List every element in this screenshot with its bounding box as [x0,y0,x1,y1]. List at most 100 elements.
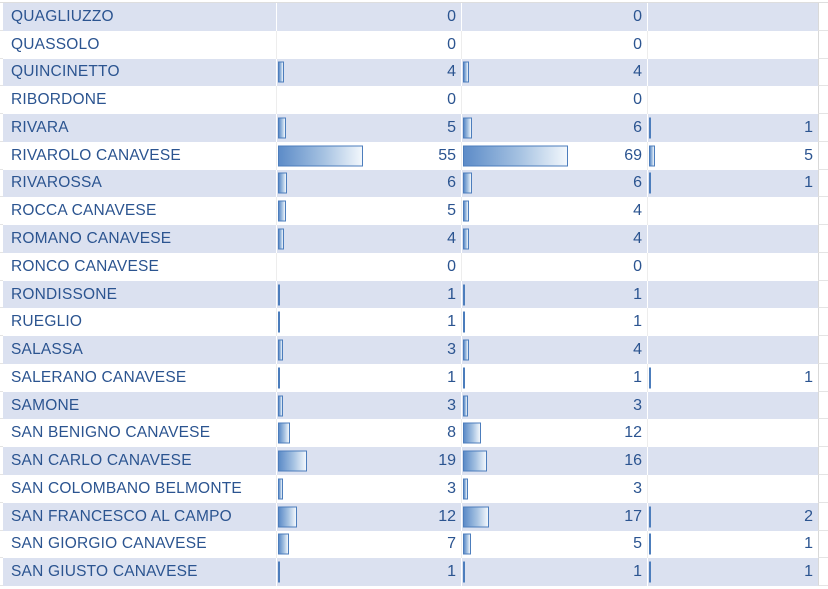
cell-col3[interactable] [648,59,818,87]
cell-value: 4 [633,63,642,81]
cell-municipality[interactable]: SAN GIUSTO CANAVESE [3,558,277,587]
cell-col3[interactable]: 5 [648,142,818,170]
cell-municipality[interactable]: QUASSOLO [3,30,277,59]
municipality-label: RIVAROLO CANAVESE [11,146,181,164]
cell-col3[interactable] [648,475,818,503]
cell-municipality[interactable]: QUAGLIUZZO [3,3,277,31]
cell-col2[interactable]: 0 [462,86,648,115]
cell-municipality[interactable]: SAN CARLO CANAVESE [3,447,277,476]
cell-municipality[interactable]: SAN COLOMBANO BELMONTE [3,475,277,503]
cell-col1[interactable]: 3 [277,391,462,420]
cell-municipality[interactable]: SAMONE [3,391,277,420]
cell-col1[interactable]: 5 [277,197,462,226]
cell-col1[interactable]: 5 [277,114,462,142]
cell-col3[interactable] [648,392,818,420]
cell-col2[interactable]: 6 [462,114,648,142]
cell-col1[interactable]: 1 [277,308,462,337]
cell-col1[interactable]: 0 [277,252,462,281]
cell-col1[interactable]: 0 [277,30,462,59]
cell-col2[interactable]: 3 [462,475,648,503]
cell-municipality[interactable]: RIVAROLO CANAVESE [3,141,277,170]
cell-col2[interactable]: 0 [462,252,648,281]
data-bar [463,561,465,583]
cell-col1[interactable]: 3 [277,475,462,503]
cell-col3[interactable]: 1 [648,170,818,198]
cell-col2[interactable]: 5 [462,530,648,559]
cell-col3[interactable] [648,86,818,114]
data-bar [463,61,469,83]
cell-municipality[interactable]: SALASSA [3,336,277,364]
table-row: QUAGLIUZZO 0 0 [0,3,828,31]
cell-municipality[interactable]: ROCCA CANAVESE [3,197,277,226]
cell-col2[interactable]: 1 [462,558,648,587]
grid-left-margin [0,558,3,587]
cell-col2[interactable]: 1 [462,280,648,309]
cell-col2[interactable]: 17 [462,502,648,531]
cell-col1[interactable]: 0 [277,3,462,31]
cell-col1[interactable]: 4 [277,58,462,87]
cell-col2[interactable]: 4 [462,197,648,226]
data-bar [649,506,651,528]
cell-col1[interactable]: 3 [277,336,462,364]
cell-col1[interactable]: 12 [277,502,462,531]
data-bar [278,339,283,361]
cell-col1[interactable]: 1 [277,558,462,587]
cell-col2[interactable]: 1 [462,363,648,392]
cell-col3[interactable]: 2 [648,503,818,531]
cell-col3[interactable] [648,419,818,447]
cell-col3[interactable] [648,336,818,364]
cell-municipality[interactable]: SALERANO CANAVESE [3,363,277,392]
cell-municipality[interactable]: RIVAROSSA [3,169,277,198]
cell-col3[interactable]: 1 [648,531,818,559]
cell-col2[interactable]: 4 [462,58,648,87]
cell-col3[interactable] [648,197,818,225]
municipality-label: SAN GIORGIO CANAVESE [11,535,207,553]
cell-municipality[interactable]: ROMANO CANAVESE [3,225,277,253]
data-bar [463,145,568,167]
cell-col2[interactable]: 4 [462,225,648,253]
cell-col3[interactable] [648,253,818,281]
cell-municipality[interactable]: RUEGLIO [3,308,277,337]
cell-col2[interactable]: 12 [462,419,648,448]
cell-col2[interactable]: 16 [462,447,648,476]
cell-col3[interactable] [648,31,818,59]
cell-municipality[interactable]: QUINCINETTO [3,58,277,87]
grid-right-margin [818,86,828,115]
cell-col1[interactable]: 7 [277,530,462,559]
cell-col2[interactable]: 0 [462,30,648,59]
data-bar [463,478,468,500]
cell-municipality[interactable]: SAN FRANCESCO AL CAMPO [3,502,277,531]
cell-col2[interactable]: 3 [462,391,648,420]
cell-col1[interactable]: 8 [277,419,462,448]
cell-municipality[interactable]: RIVARA [3,114,277,142]
cell-col1[interactable]: 1 [277,280,462,309]
cell-col3[interactable] [648,225,818,253]
cell-col1[interactable]: 0 [277,86,462,115]
data-bar [278,367,280,389]
cell-col1[interactable]: 6 [277,169,462,198]
cell-col3[interactable] [648,3,818,31]
data-bar [278,311,280,333]
cell-col3[interactable]: 1 [648,558,818,586]
cell-col3[interactable]: 1 [648,114,818,142]
cell-col2[interactable]: 0 [462,3,648,31]
table-row: RIVARA 5 6 1 [0,114,828,142]
cell-col3[interactable] [648,308,818,336]
cell-col2[interactable]: 69 [462,141,648,170]
cell-col1[interactable]: 55 [277,141,462,170]
cell-col1[interactable]: 19 [277,447,462,476]
cell-col1[interactable]: 1 [277,363,462,392]
cell-col3[interactable] [648,447,818,475]
cell-municipality[interactable]: RONCO CANAVESE [3,252,277,281]
cell-municipality[interactable]: SAN BENIGNO CANAVESE [3,419,277,448]
cell-col1[interactable]: 4 [277,225,462,253]
cell-col2[interactable]: 1 [462,308,648,337]
cell-value: 1 [804,563,813,581]
cell-municipality[interactable]: RIBORDONE [3,86,277,115]
cell-col3[interactable] [648,281,818,309]
cell-municipality[interactable]: SAN GIORGIO CANAVESE [3,530,277,559]
cell-col3[interactable]: 1 [648,364,818,392]
cell-col2[interactable]: 4 [462,336,648,364]
cell-municipality[interactable]: RONDISSONE [3,280,277,309]
cell-col2[interactable]: 6 [462,169,648,198]
